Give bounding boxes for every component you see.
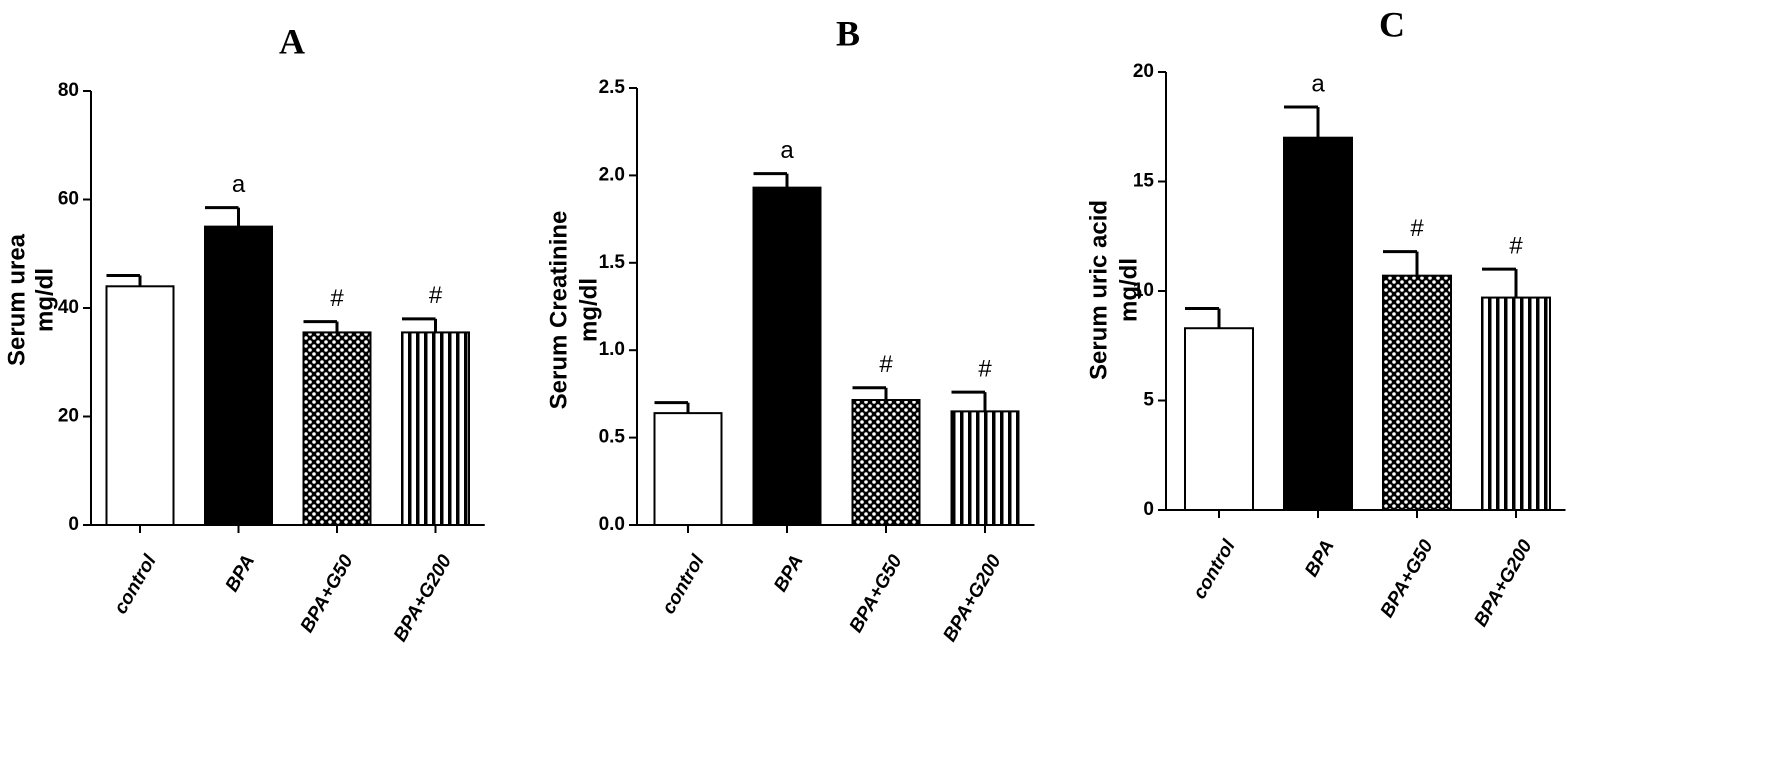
y-tick-label: 20 [58, 406, 79, 427]
significance-label: # [429, 282, 443, 309]
y-axis-label: mg/dl [575, 278, 602, 342]
y-axis-label: mg/dl [31, 268, 58, 332]
y-tick-label: 40 [58, 297, 79, 318]
x-tick-label: BPA+G200 [939, 551, 1006, 645]
significance-label: # [879, 351, 893, 378]
y-tick-label: 5 [1143, 390, 1154, 411]
bar [1184, 327, 1254, 512]
x-tick-label: BPA [222, 552, 260, 596]
significance-label: # [978, 355, 992, 382]
y-axis-label: Serum Creatinine [545, 211, 572, 410]
bar [1382, 274, 1452, 512]
x-tick-label: control [658, 551, 709, 618]
y-axis-label: Serum urea [3, 233, 30, 366]
x-tick-label: BPA+G50 [1377, 536, 1438, 621]
x-tick-label: BPA+G200 [1470, 536, 1537, 630]
y-axis-label: mg/dl [1115, 258, 1142, 322]
y-tick-label: 0 [68, 514, 79, 535]
bar [204, 225, 273, 526]
x-tick-label: BPA+G50 [297, 551, 358, 636]
bar [401, 331, 470, 526]
significance-label: a [1311, 70, 1325, 97]
y-tick-label: 10 [1133, 280, 1154, 301]
y-tick-label: 2.5 [599, 77, 626, 98]
bar [105, 285, 175, 526]
y-tick-label: 1.0 [599, 339, 625, 360]
bar [851, 399, 921, 527]
significance-label: a [780, 137, 794, 164]
x-tick-label: BPA+G50 [846, 551, 907, 636]
bar [1283, 136, 1353, 511]
y-tick-label: 15 [1133, 171, 1155, 192]
bar [752, 186, 822, 527]
y-tick-label: 0.0 [599, 514, 625, 535]
x-tick-label: BPA [770, 552, 808, 596]
y-tick-label: 80 [58, 80, 79, 101]
bar [653, 412, 723, 526]
panel-title: B [836, 13, 860, 53]
x-tick-label: BPA+G200 [390, 551, 457, 645]
bar [302, 331, 372, 526]
significance-label: # [330, 285, 344, 312]
y-tick-label: 1.5 [599, 252, 626, 273]
y-tick-label: 60 [58, 189, 79, 210]
bar [1481, 296, 1551, 511]
significance-label: # [1410, 215, 1424, 242]
x-tick-label: BPA [1301, 537, 1339, 581]
bar [950, 410, 1020, 527]
x-tick-label: control [1189, 536, 1240, 603]
significance-label: a [232, 171, 246, 198]
x-tick-label: control [110, 551, 161, 618]
significance-label: # [1509, 232, 1523, 259]
panel-title: A [279, 21, 305, 61]
y-tick-label: 0.5 [599, 427, 626, 448]
y-axis-label: Serum uric acid [1085, 200, 1112, 380]
y-tick-label: 2.0 [599, 164, 625, 185]
y-tick-label: 20 [1133, 61, 1154, 82]
panel-title: C [1379, 4, 1405, 44]
y-tick-label: 0 [1143, 499, 1154, 520]
